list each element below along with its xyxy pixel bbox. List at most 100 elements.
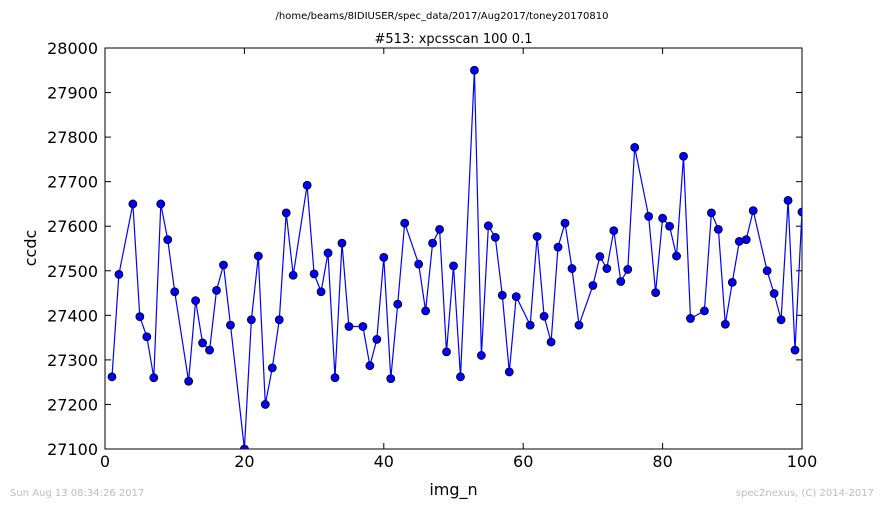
- data-point: [414, 259, 424, 269]
- y-tick-label: 27700: [47, 173, 98, 192]
- y-tick-label: 27200: [47, 395, 98, 414]
- data-point: [365, 361, 375, 371]
- data-point: [790, 345, 800, 355]
- data-point: [713, 224, 723, 234]
- data-point: [665, 221, 674, 231]
- data-point: [706, 208, 716, 218]
- data-point: [267, 363, 277, 373]
- data-point: [616, 277, 626, 286]
- data-point: [727, 277, 737, 287]
- data-point: [253, 251, 263, 261]
- data-point: [274, 315, 284, 325]
- data-point: [393, 299, 403, 309]
- footer-credit: spec2nexus, (C) 2014-2017: [735, 488, 874, 499]
- data-point: [386, 374, 396, 384]
- data-point: [156, 199, 166, 209]
- data-point: [219, 260, 228, 270]
- data-point: [651, 288, 661, 298]
- data-point: [511, 292, 521, 302]
- data-point: [720, 319, 730, 329]
- y-tick-label: 27300: [47, 351, 98, 370]
- chart-title: #513: xpcsscan 100 0.1: [375, 32, 533, 47]
- data-point: [497, 290, 507, 300]
- data-point: [476, 351, 486, 360]
- data-point: [323, 248, 333, 258]
- y-tick-label: 27500: [47, 262, 98, 281]
- data-point: [358, 322, 368, 331]
- data-point: [198, 338, 207, 348]
- data-point: [421, 306, 431, 316]
- data-point: [135, 312, 145, 322]
- data-point: [163, 235, 173, 244]
- x-axis-label: img_n: [429, 480, 477, 500]
- data-point: [588, 281, 598, 290]
- y-axis-label: ccdc: [21, 230, 40, 267]
- data-point: [470, 65, 479, 75]
- footer-timestamp: Sun Aug 13 08:34:26 2017: [10, 488, 145, 499]
- data-point: [546, 337, 556, 347]
- data-point: [532, 232, 542, 241]
- axes-frame: [104, 47, 803, 450]
- x-tick-label: 20: [234, 452, 254, 471]
- data-point: [114, 269, 124, 279]
- data-point: [574, 320, 584, 330]
- data-point: [191, 296, 201, 306]
- data-point: [456, 372, 465, 382]
- data-point: [184, 376, 194, 386]
- data-point: [776, 315, 786, 325]
- data-point: [316, 287, 326, 297]
- data-point: [797, 207, 802, 217]
- data-point: [539, 311, 549, 321]
- data-point: [762, 266, 772, 276]
- data-point: [449, 261, 458, 271]
- data-point: [700, 306, 709, 316]
- data-point: [769, 289, 779, 298]
- y-tick-label: 27900: [47, 84, 98, 103]
- y-tick-label: 27600: [47, 217, 98, 236]
- data-point: [107, 372, 117, 382]
- x-tick-label: 0: [100, 452, 110, 471]
- data-point: [309, 269, 319, 279]
- data-point: [602, 264, 612, 273]
- data-point: [490, 232, 500, 242]
- data-point: [595, 252, 605, 261]
- x-tick-label: 60: [513, 452, 533, 471]
- data-point: [240, 444, 249, 449]
- data-point: [281, 208, 291, 218]
- data-point: [170, 287, 180, 297]
- data-point: [623, 265, 633, 274]
- data-point: [288, 270, 298, 280]
- data-point: [379, 253, 389, 262]
- data-point: [400, 218, 410, 228]
- data-point: [567, 264, 577, 273]
- data-point: [609, 226, 619, 236]
- y-tick-label: 28000: [47, 39, 98, 58]
- data-point: [748, 206, 758, 216]
- data-point: [504, 367, 514, 377]
- data-point: [212, 285, 221, 295]
- data-point: [142, 332, 152, 342]
- data-point: [560, 218, 570, 228]
- series-line: [111, 70, 802, 449]
- data-point: [442, 347, 451, 357]
- data-point: [428, 238, 437, 248]
- y-tick-label: 27800: [47, 128, 98, 147]
- data-point: [128, 199, 138, 209]
- data-point: [149, 373, 159, 383]
- x-tick-label: 100: [787, 452, 818, 471]
- data-point: [783, 195, 793, 205]
- data-point: [658, 213, 667, 223]
- data-point: [260, 400, 270, 409]
- data-point: [630, 142, 640, 152]
- chart-suptitle: /home/beams/8IDIUSER/spec_data/2017/Aug2…: [276, 11, 609, 22]
- data-point: [553, 242, 563, 252]
- data-point: [344, 322, 354, 331]
- data-point: [483, 221, 493, 231]
- data-point: [435, 224, 444, 234]
- data-point: [246, 315, 256, 325]
- x-tick-label: 40: [374, 452, 394, 471]
- data-point: [205, 345, 214, 355]
- data-point: [672, 251, 681, 261]
- y-tick-label: 27400: [47, 306, 98, 325]
